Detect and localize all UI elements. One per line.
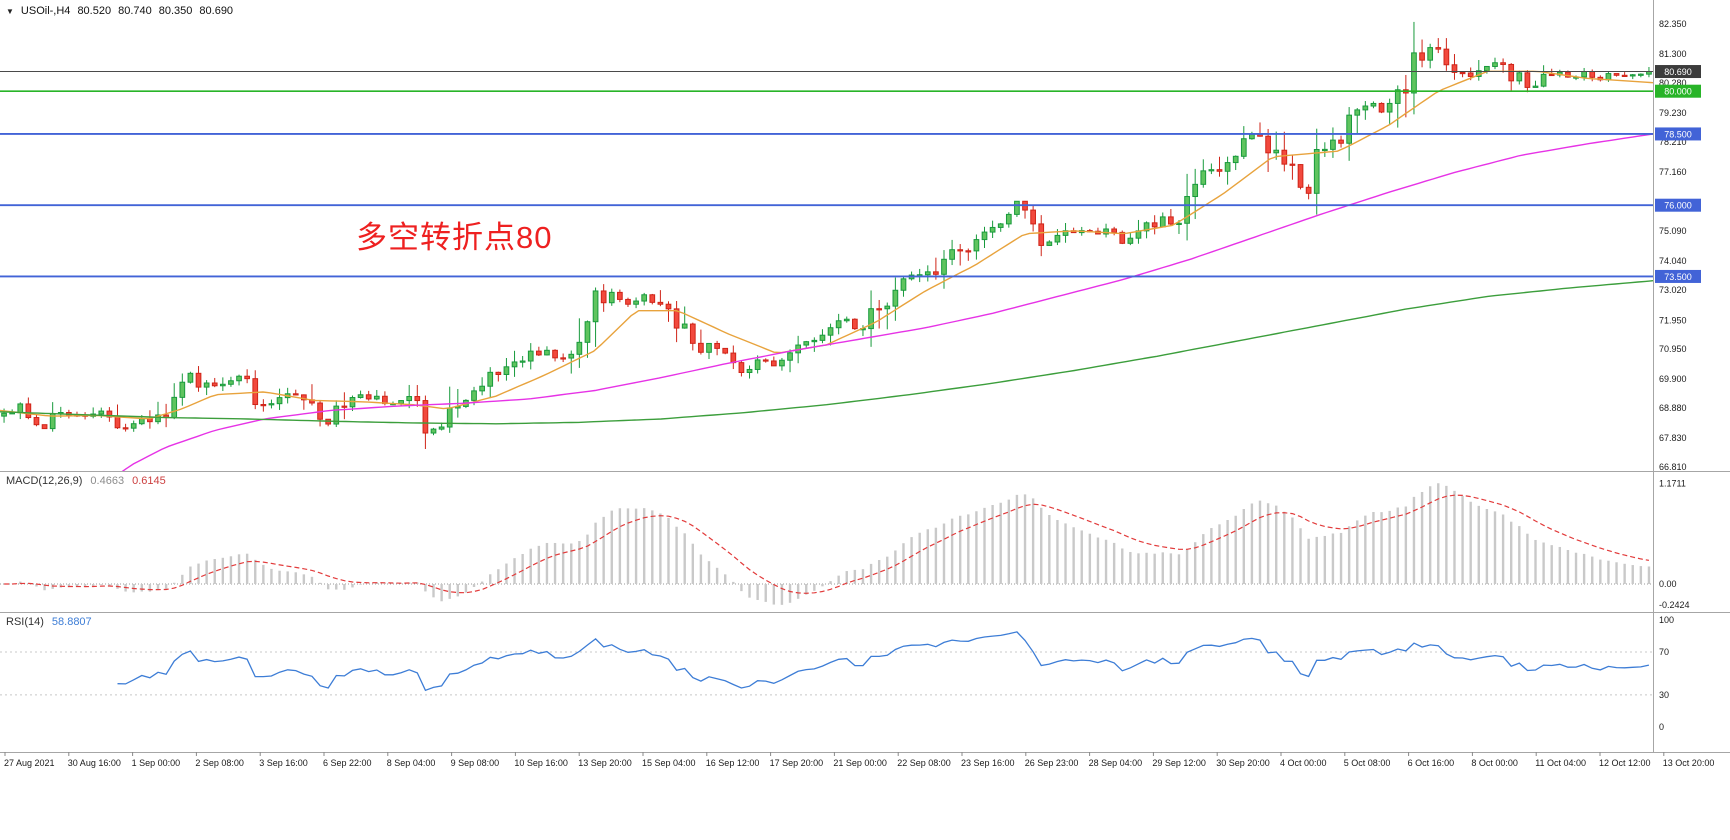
svg-text:81.300: 81.300 — [1659, 49, 1687, 59]
svg-text:67.830: 67.830 — [1659, 433, 1687, 443]
rsi-value: 58.8807 — [51, 616, 92, 628]
macd-indicator-label: MACD(12,26,9) 0.4663 0.6145 — [6, 475, 166, 487]
svg-text:82.350: 82.350 — [1659, 19, 1687, 29]
svg-text:3 Sep 16:00: 3 Sep 16:00 — [259, 758, 308, 768]
svg-text:12 Oct 12:00: 12 Oct 12:00 — [1599, 758, 1651, 768]
macd-signal-value: 0.6145 — [132, 475, 166, 487]
ohlc-close-value: 80.690 — [199, 5, 234, 17]
level-lines — [0, 71, 1653, 278]
svg-text:79.230: 79.230 — [1659, 108, 1687, 118]
svg-text:21 Sep 00:00: 21 Sep 00:00 — [833, 758, 887, 768]
macd-main-value: 0.4663 — [90, 475, 125, 487]
svg-text:16 Sep 12:00: 16 Sep 12:00 — [706, 758, 760, 768]
svg-text:78.210: 78.210 — [1659, 137, 1687, 147]
price-axis: 82.350 81.300 80.280 79.230 78.210 77.160 75.0… — [1659, 19, 1687, 472]
rsi-indicator-label: RSI(14) 58.8807 — [6, 616, 92, 628]
svg-text:2 Sep 08:00: 2 Sep 08:00 — [195, 758, 244, 768]
symbol-info-bar: ▼ USOil-,H4 80.520 80.740 80.350 80.690 — [6, 5, 233, 17]
ohlc-high-value: 80.740 — [118, 5, 152, 17]
svg-text:100: 100 — [1659, 615, 1674, 625]
svg-text:73.020: 73.020 — [1659, 285, 1687, 295]
svg-text:78.500: 78.500 — [1664, 129, 1692, 139]
svg-text:6 Oct 16:00: 6 Oct 16:00 — [1408, 758, 1455, 768]
svg-text:74.040: 74.040 — [1659, 256, 1687, 266]
macd-indicator-name: MACD(12,26,9) — [6, 475, 83, 487]
svg-text:5 Oct 08:00: 5 Oct 08:00 — [1344, 758, 1391, 768]
svg-text:70.950: 70.950 — [1659, 344, 1687, 354]
svg-text:30: 30 — [1659, 690, 1669, 700]
svg-text:8 Oct 00:00: 8 Oct 00:00 — [1471, 758, 1518, 768]
svg-text:15 Sep 04:00: 15 Sep 04:00 — [642, 758, 696, 768]
svg-text:6 Sep 22:00: 6 Sep 22:00 — [323, 758, 372, 768]
svg-text:0.00: 0.00 — [1659, 579, 1677, 589]
svg-text:80.690: 80.690 — [1664, 67, 1692, 77]
ohlc-low-value: 80.350 — [158, 5, 193, 17]
svg-text:68.880: 68.880 — [1659, 403, 1687, 413]
svg-text:77.160: 77.160 — [1659, 167, 1687, 177]
svg-text:30 Sep 20:00: 30 Sep 20:00 — [1216, 758, 1270, 768]
moving-averages — [0, 70, 1653, 471]
svg-text:13 Sep 20:00: 13 Sep 20:00 — [578, 758, 632, 768]
svg-text:10 Sep 16:00: 10 Sep 16:00 — [514, 758, 568, 768]
ma-mid — [121, 133, 1653, 471]
svg-text:26 Sep 23:00: 26 Sep 23:00 — [1025, 758, 1079, 768]
time-axis: 27 Aug 2021 30 Aug 16:00 1 Sep 00:00 2 Sep … — [4, 752, 1714, 768]
indicator-axes: 1.1711 0.00 -0.2424 100 70 30 0 — [1659, 478, 1690, 732]
svg-text:69.900: 69.900 — [1659, 374, 1687, 384]
svg-text:66.810: 66.810 — [1659, 462, 1687, 472]
svg-text:23 Sep 16:00: 23 Sep 16:00 — [961, 758, 1015, 768]
svg-text:70: 70 — [1659, 647, 1669, 657]
rsi-indicator-name: RSI(14) — [6, 616, 44, 628]
svg-text:-0.2424: -0.2424 — [1659, 600, 1690, 610]
svg-text:4 Oct 00:00: 4 Oct 00:00 — [1280, 758, 1327, 768]
svg-text:9 Sep 08:00: 9 Sep 08:00 — [451, 758, 500, 768]
price-tags: 80.690 80.000 78.500 76.000 73.500 — [1655, 65, 1701, 283]
svg-text:22 Sep 08:00: 22 Sep 08:00 — [897, 758, 951, 768]
symbol-dropdown-icon[interactable]: ▼ — [6, 6, 14, 16]
panel-borders — [0, 0, 1730, 753]
svg-text:76.000: 76.000 — [1664, 201, 1692, 211]
ohlc-open-value: 80.520 — [77, 5, 112, 17]
svg-text:8 Sep 04:00: 8 Sep 04:00 — [387, 758, 436, 768]
svg-text:28 Sep 04:00: 28 Sep 04:00 — [1089, 758, 1143, 768]
svg-text:73.500: 73.500 — [1664, 272, 1692, 282]
svg-text:0: 0 — [1659, 722, 1664, 732]
svg-text:75.090: 75.090 — [1659, 226, 1687, 236]
svg-text:29 Sep 12:00: 29 Sep 12:00 — [1152, 758, 1206, 768]
svg-text:71.950: 71.950 — [1659, 316, 1687, 326]
svg-text:80.280: 80.280 — [1659, 78, 1687, 88]
svg-text:11 Oct 04:00: 11 Oct 04:00 — [1535, 758, 1586, 768]
symbol-timeframe-label: USOil-,H4 — [20, 5, 71, 17]
ma-slow — [0, 280, 1653, 425]
svg-text:13 Oct 20:00: 13 Oct 20:00 — [1663, 758, 1715, 768]
chart-annotation-text[interactable]: 多空转折点80 — [356, 220, 553, 255]
svg-text:1 Sep 00:00: 1 Sep 00:00 — [132, 758, 181, 768]
svg-text:80.000: 80.000 — [1664, 87, 1692, 97]
candlesticks — [1, 21, 1652, 450]
svg-text:1.1711: 1.1711 — [1659, 478, 1686, 488]
macd-panel — [0, 483, 1653, 605]
rsi-panel — [0, 631, 1653, 696]
ma-fast — [0, 70, 1653, 420]
svg-text:27 Aug 2021: 27 Aug 2021 — [4, 758, 55, 768]
svg-text:17 Sep 20:00: 17 Sep 20:00 — [770, 758, 824, 768]
svg-text:30 Aug 16:00: 30 Aug 16:00 — [68, 758, 121, 768]
